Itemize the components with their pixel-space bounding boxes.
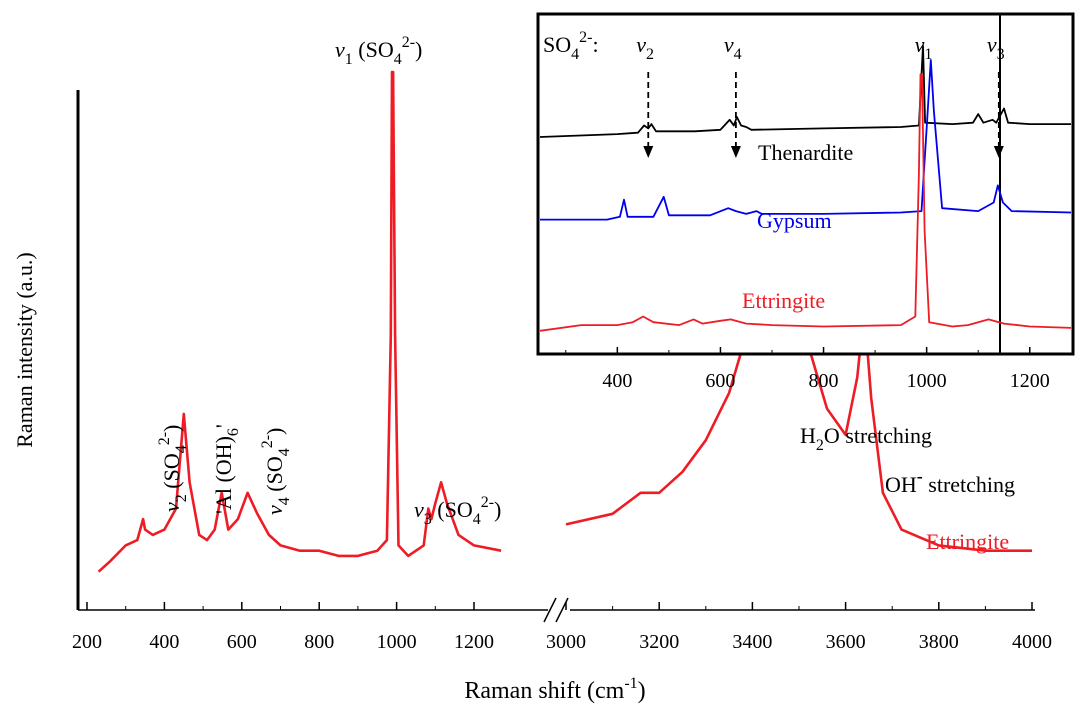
x-tick-label: 800 bbox=[304, 631, 334, 653]
inset-tick-label: 800 bbox=[809, 370, 839, 392]
annotation-v1: ν1 (SO42-) bbox=[335, 34, 422, 68]
inset-series-group bbox=[539, 44, 1072, 332]
inset-x-ticks-group: 400 600 800 1000 1200 bbox=[565, 347, 1050, 392]
x-tick-label: 3200 bbox=[639, 631, 679, 653]
inset-chart: 400 600 800 1000 1200 SO42-: ν2 ν4 ν1 ν3 Thenar… bbox=[536, 12, 1075, 392]
x-tick-label: 1000 bbox=[377, 631, 417, 653]
x-tick-label: 4000 bbox=[1012, 631, 1052, 653]
inset-tick-label: 1000 bbox=[907, 370, 947, 392]
inset-series-gypsum bbox=[540, 59, 1072, 221]
inset-tick-label: 600 bbox=[705, 370, 735, 392]
inset-tick-label: 400 bbox=[602, 370, 632, 392]
inset-arrow-head bbox=[730, 146, 741, 158]
inset-mode-label-v4: ν4 bbox=[724, 32, 742, 63]
annotation-oh-stretching: OH- stretching bbox=[885, 466, 1015, 497]
x-tick-label: 3600 bbox=[826, 631, 866, 653]
inset-arrows-group bbox=[643, 72, 1004, 158]
annotation-v3: ν3 (SO42-) bbox=[414, 494, 501, 528]
inset-series-ettringite bbox=[539, 73, 1072, 332]
x-tick-label: 3800 bbox=[919, 631, 959, 653]
x-tick-label: 400 bbox=[149, 631, 179, 653]
annotation-al-oh6: 'Al (OH)6' bbox=[211, 424, 242, 514]
x-tick-label: 3000 bbox=[546, 631, 586, 653]
inset-mode-label-v1: ν1 bbox=[915, 32, 933, 63]
x-tick-label: 1200 bbox=[454, 631, 494, 653]
x-axis-label: Raman shift (cm-1) bbox=[464, 675, 645, 704]
label-ettringite-inset: Ettringite bbox=[742, 288, 825, 313]
annotation-h2o-stretching: H2O stretching bbox=[800, 423, 932, 454]
inset-arrow-head bbox=[643, 146, 654, 158]
inset-mode-labels: ν2 ν4 ν1 ν3 bbox=[636, 32, 1004, 63]
series-ettringite-segment-1 bbox=[97, 70, 502, 573]
label-ettringite-main: Ettringite bbox=[926, 529, 1009, 554]
inset-frame bbox=[536, 12, 1075, 356]
inset-mode-label-v3: ν3 bbox=[987, 32, 1005, 63]
inset-mode-label-v2: ν2 bbox=[636, 32, 654, 63]
label-gypsum: Gypsum bbox=[757, 208, 832, 233]
x-tick-label: 3400 bbox=[732, 631, 772, 653]
y-axis-label: Raman intensity (a.u.) bbox=[12, 252, 37, 448]
inset-tick-label: 1200 bbox=[1010, 370, 1050, 392]
inset-arrow-head bbox=[993, 146, 1004, 158]
inset-header-so4: SO42-: bbox=[543, 29, 599, 63]
x-ticks-group: 200 400 600 800 1000 1200 3000 3200 3400 3600 3800… bbox=[72, 602, 1052, 653]
x-tick-label: 600 bbox=[227, 631, 257, 653]
x-tick-label: 200 bbox=[72, 631, 102, 653]
inset-series-thenardite bbox=[539, 44, 1071, 138]
annotation-v4: ν4 (SO42-) bbox=[259, 428, 293, 515]
label-thenardite: Thenardite bbox=[758, 140, 853, 165]
annotation-v2: ν2 (SO42-) bbox=[156, 425, 190, 512]
